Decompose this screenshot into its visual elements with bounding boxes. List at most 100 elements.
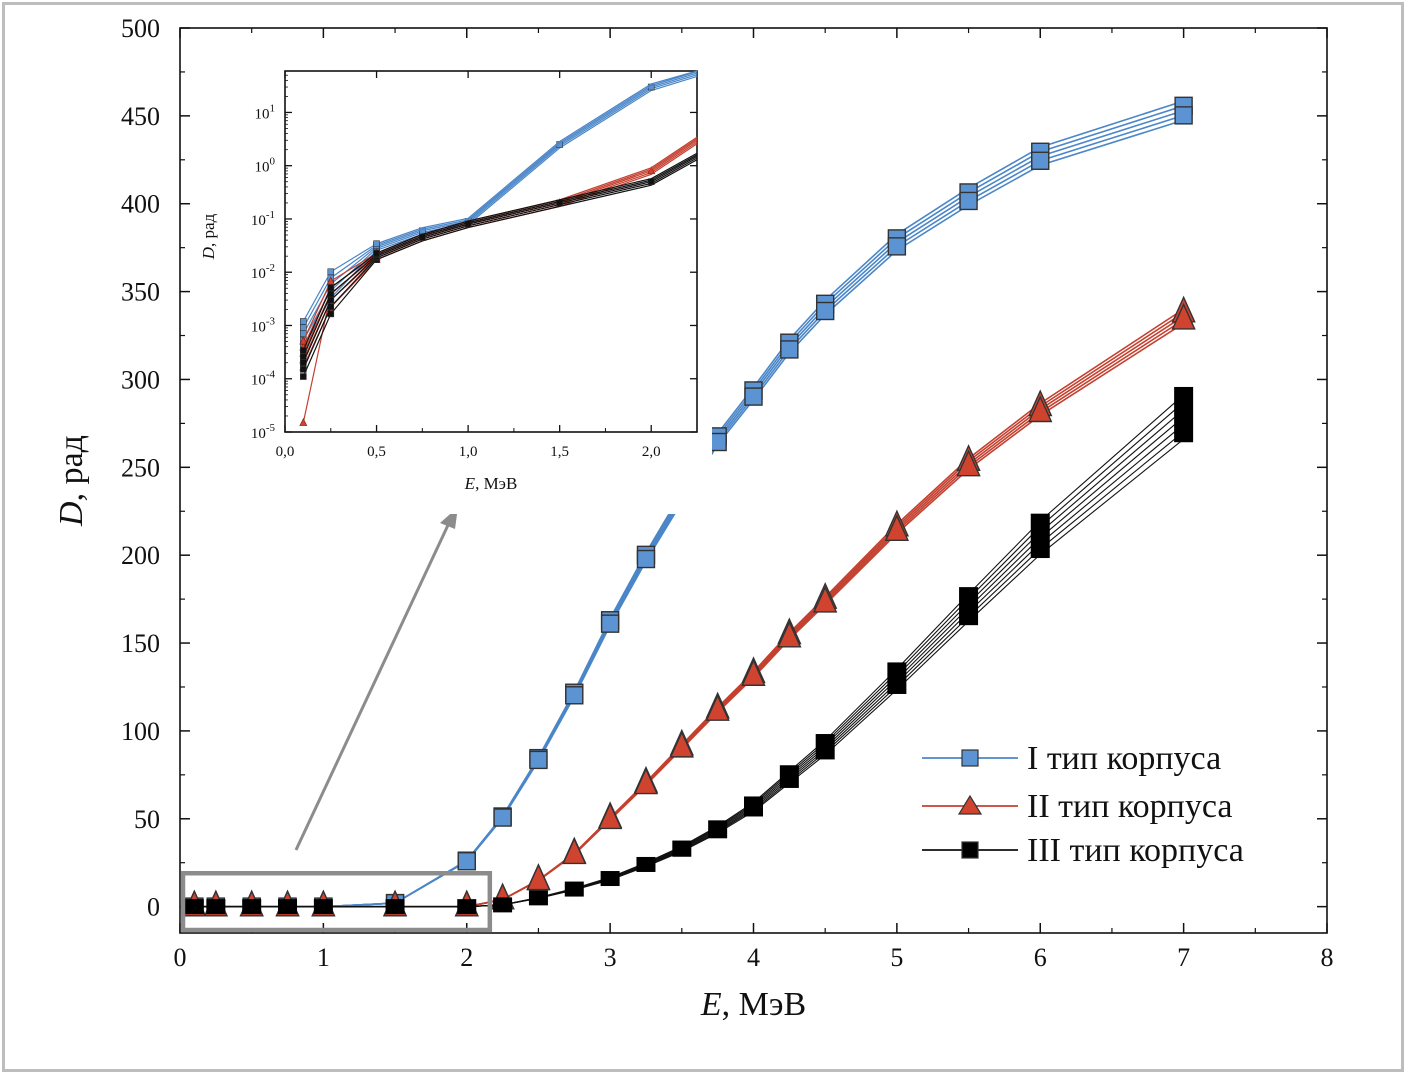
y-tick-label: 450 xyxy=(121,102,160,131)
y-tick-label: 400 xyxy=(121,190,160,219)
data-point-marker xyxy=(529,750,548,770)
inset-x-axis-label: E, МэВ xyxy=(464,474,518,493)
inset-series-line xyxy=(302,293,332,423)
data-point-marker xyxy=(815,734,835,760)
inset-data-point-marker xyxy=(326,276,335,285)
legend-label: III тип корпуса xyxy=(1027,832,1244,869)
x-tick-label: 2 xyxy=(460,943,473,972)
inset-series-line xyxy=(302,72,698,335)
data-point-marker xyxy=(1171,302,1196,330)
x-axis-label: E, МэВ xyxy=(700,986,806,1023)
data-point-marker xyxy=(1174,106,1193,125)
inset-series-line xyxy=(302,155,698,363)
inset-y-tick-label: 10-3 xyxy=(251,315,276,335)
data-point-marker xyxy=(741,659,766,686)
legend-label: II тип корпуса xyxy=(1027,788,1232,825)
inset-data-point-marker xyxy=(327,268,335,276)
zoom-region-box xyxy=(180,871,493,933)
x-tick-label: 8 xyxy=(1321,943,1334,972)
data-point-marker xyxy=(457,852,476,871)
inset-data-point-marker xyxy=(373,249,380,257)
data-point-marker xyxy=(815,301,835,321)
y-tick-label: 350 xyxy=(121,278,160,307)
inset-y-tick-label: 10-2 xyxy=(251,262,275,282)
data-point-marker xyxy=(959,587,979,626)
y-tick-label: 50 xyxy=(134,805,160,834)
x-tick-label: 0 xyxy=(174,943,187,972)
series-3 xyxy=(184,386,1194,915)
inset-data-point-marker xyxy=(299,336,308,345)
inset-y-tick-label: 10-1 xyxy=(251,209,275,229)
data-point-marker xyxy=(493,808,512,827)
inset-data-point-marker xyxy=(300,324,307,331)
y-tick-label: 200 xyxy=(121,541,160,570)
data-point-marker xyxy=(744,387,763,406)
legend: I тип корпуса II тип корпуса III тип корпу… xyxy=(922,740,1244,869)
data-point-marker xyxy=(600,871,620,887)
data-point-marker xyxy=(813,585,838,613)
inset-series-line xyxy=(302,70,698,328)
data-point-marker xyxy=(884,514,910,541)
inset-x-tick-label: 1,0 xyxy=(459,444,478,460)
inset-series-line xyxy=(302,154,698,357)
y-tick-label: 500 xyxy=(121,14,160,43)
inset-x-tick-label: 0,5 xyxy=(367,444,386,460)
inset-data-point-marker xyxy=(299,417,308,426)
y-tick-label: 300 xyxy=(121,365,160,394)
inset-y-axis-label: D, рад xyxy=(199,213,218,260)
inset-data-point-marker xyxy=(300,318,307,325)
legend-marker xyxy=(961,749,979,767)
inset-x-tick-label: 2,0 xyxy=(642,444,661,460)
inset-background xyxy=(210,63,712,514)
inset-series-3 xyxy=(300,152,698,380)
inset-data-point-marker xyxy=(373,240,380,248)
inset-data-point-marker xyxy=(300,353,307,360)
data-point-marker xyxy=(672,840,692,857)
data-point-marker xyxy=(242,899,262,915)
zoom-annotation xyxy=(180,507,493,933)
inset-data-point-marker xyxy=(327,284,335,292)
data-point-marker xyxy=(1031,151,1050,170)
inset-data-point-marker xyxy=(300,347,307,354)
data-point-marker xyxy=(1174,386,1194,443)
y-tick-label: 0 xyxy=(147,893,160,922)
data-point-marker xyxy=(313,899,333,915)
data-point-marker xyxy=(1028,395,1053,423)
data-point-marker xyxy=(744,796,763,817)
inset-frame xyxy=(284,70,698,433)
inset-data-point-marker xyxy=(300,359,307,367)
data-point-marker xyxy=(887,662,907,694)
data-point-marker xyxy=(493,897,513,913)
data-point-marker xyxy=(708,820,728,839)
data-point-marker xyxy=(278,899,298,915)
data-point-marker xyxy=(636,549,656,569)
data-point-marker xyxy=(385,899,405,915)
y-tick-label: 150 xyxy=(121,629,160,658)
inset-x-tick-label: 1,5 xyxy=(550,444,569,460)
data-point-marker xyxy=(959,191,978,211)
inset-y-tick-label: 100 xyxy=(255,156,276,176)
inset-series-line xyxy=(302,157,698,370)
legend-entry-2: II тип корпуса xyxy=(922,788,1232,825)
data-point-marker xyxy=(669,730,694,758)
legend-marker xyxy=(961,841,979,859)
data-point-marker xyxy=(597,802,623,830)
data-point-marker xyxy=(779,765,799,788)
data-point-marker xyxy=(562,837,587,865)
zoom-arrow-line xyxy=(294,522,451,851)
y-tick-label: 100 xyxy=(121,717,160,746)
inset-x-tick-label: 0,0 xyxy=(276,444,295,460)
data-point-marker xyxy=(564,881,584,897)
inset-data-point-marker xyxy=(300,373,307,380)
data-point-marker xyxy=(705,694,730,721)
y-axis-label: D, рад xyxy=(53,435,90,527)
legend-entry-1: I тип корпуса xyxy=(922,740,1221,777)
inset-plot: 0,0 0,5 1,0 1,5 2,0 10-5 10-4 10-3 10-2 10-1 100 10… xyxy=(199,63,712,514)
x-tick-label: 6 xyxy=(1034,943,1047,972)
data-point-marker xyxy=(633,767,659,795)
data-point-marker xyxy=(565,686,584,705)
inset-y-tick-label: 10-4 xyxy=(251,369,276,389)
legend-entry-3: III тип корпуса xyxy=(922,832,1244,869)
